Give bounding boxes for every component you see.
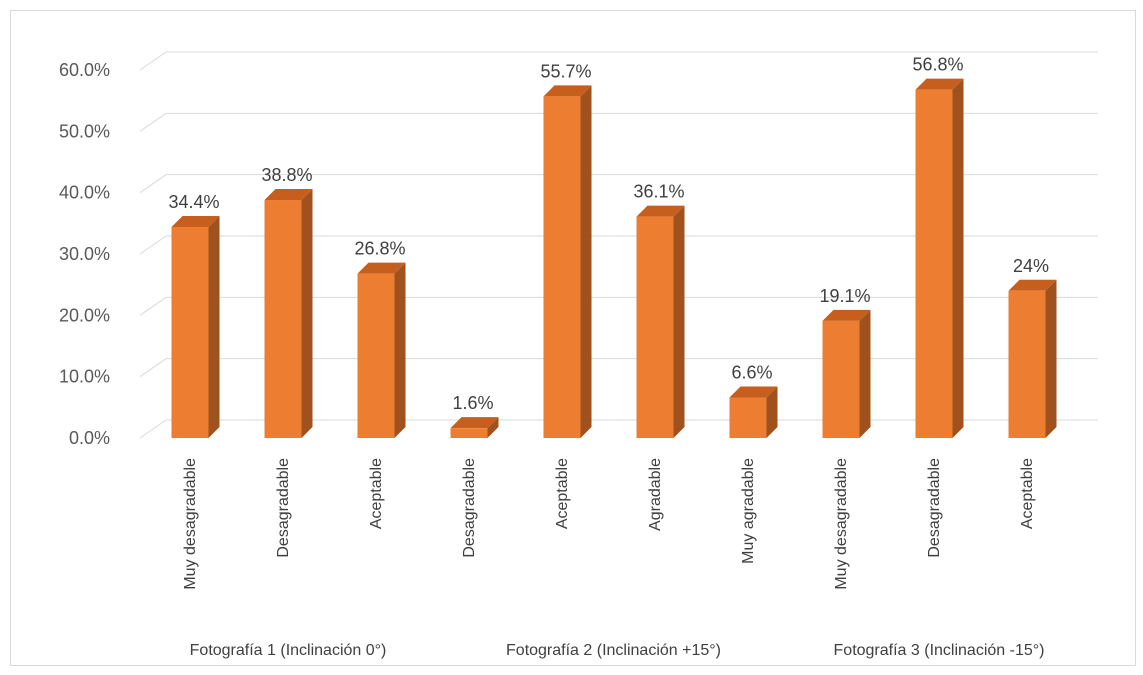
data-label: 36.1% bbox=[633, 182, 684, 202]
group-label: Fotografía 1 (Inclinación 0°) bbox=[190, 642, 387, 659]
data-label: 38.8% bbox=[261, 165, 312, 185]
data-labels: 34.4% 38.8% 26.8% 1.6% 55.7% 36.1% 6.6% 19.1% 56… bbox=[168, 55, 1049, 414]
y-tick-label: 10.0% bbox=[59, 367, 110, 387]
category-label: Desagradable bbox=[926, 458, 943, 558]
group-labels: Fotografía 1 (Inclinación 0°) Fotografía … bbox=[190, 642, 1045, 659]
y-tick-label: 0.0% bbox=[69, 428, 110, 448]
y-axis-ticks: 0.0% 10.0% 20.0% 30.0% 40.0% 50.0% 60.0% bbox=[59, 60, 110, 448]
category-label: Aceptable bbox=[554, 458, 571, 529]
category-label: Muy agradable bbox=[740, 458, 757, 564]
bar bbox=[822, 309, 871, 438]
category-label: Agradable bbox=[647, 458, 664, 531]
bars bbox=[171, 78, 1057, 439]
group-label: Fotografía 3 (Inclinación -15°) bbox=[834, 642, 1045, 659]
data-label: 55.7% bbox=[540, 61, 591, 81]
bar bbox=[729, 386, 778, 438]
category-label: Muy desagradable bbox=[833, 458, 850, 590]
y-tick-label: 20.0% bbox=[59, 305, 110, 325]
bar bbox=[1008, 279, 1057, 438]
y-tick-label: 30.0% bbox=[59, 244, 110, 264]
data-label: 19.1% bbox=[819, 286, 870, 306]
bar bbox=[264, 189, 313, 438]
data-label: 24% bbox=[1013, 256, 1049, 276]
y-tick-label: 40.0% bbox=[59, 183, 110, 203]
data-label: 6.6% bbox=[731, 363, 772, 383]
data-label: 1.6% bbox=[452, 393, 493, 413]
bar bbox=[357, 262, 406, 438]
gridline bbox=[139, 51, 1098, 71]
y-tick-label: 50.0% bbox=[59, 121, 110, 141]
data-label: 26.8% bbox=[354, 239, 405, 259]
bar bbox=[915, 78, 964, 439]
bar bbox=[450, 417, 499, 438]
y-tick-label: 60.0% bbox=[59, 60, 110, 80]
category-label: Desagradable bbox=[461, 458, 478, 558]
data-label: 56.8% bbox=[912, 55, 963, 75]
category-label: Desagradable bbox=[275, 458, 292, 558]
group-label: Fotografía 2 (Inclinación +15°) bbox=[506, 642, 721, 659]
category-labels: Muy desagradable Desagradable Aceptable Des… bbox=[182, 458, 1036, 590]
category-label: Aceptable bbox=[1019, 458, 1036, 529]
bar bbox=[636, 205, 685, 438]
category-label: Aceptable bbox=[368, 458, 385, 529]
bar bbox=[543, 85, 592, 438]
category-label: Muy desagradable bbox=[182, 458, 199, 590]
data-label: 34.4% bbox=[168, 192, 219, 212]
bar bbox=[171, 216, 220, 438]
